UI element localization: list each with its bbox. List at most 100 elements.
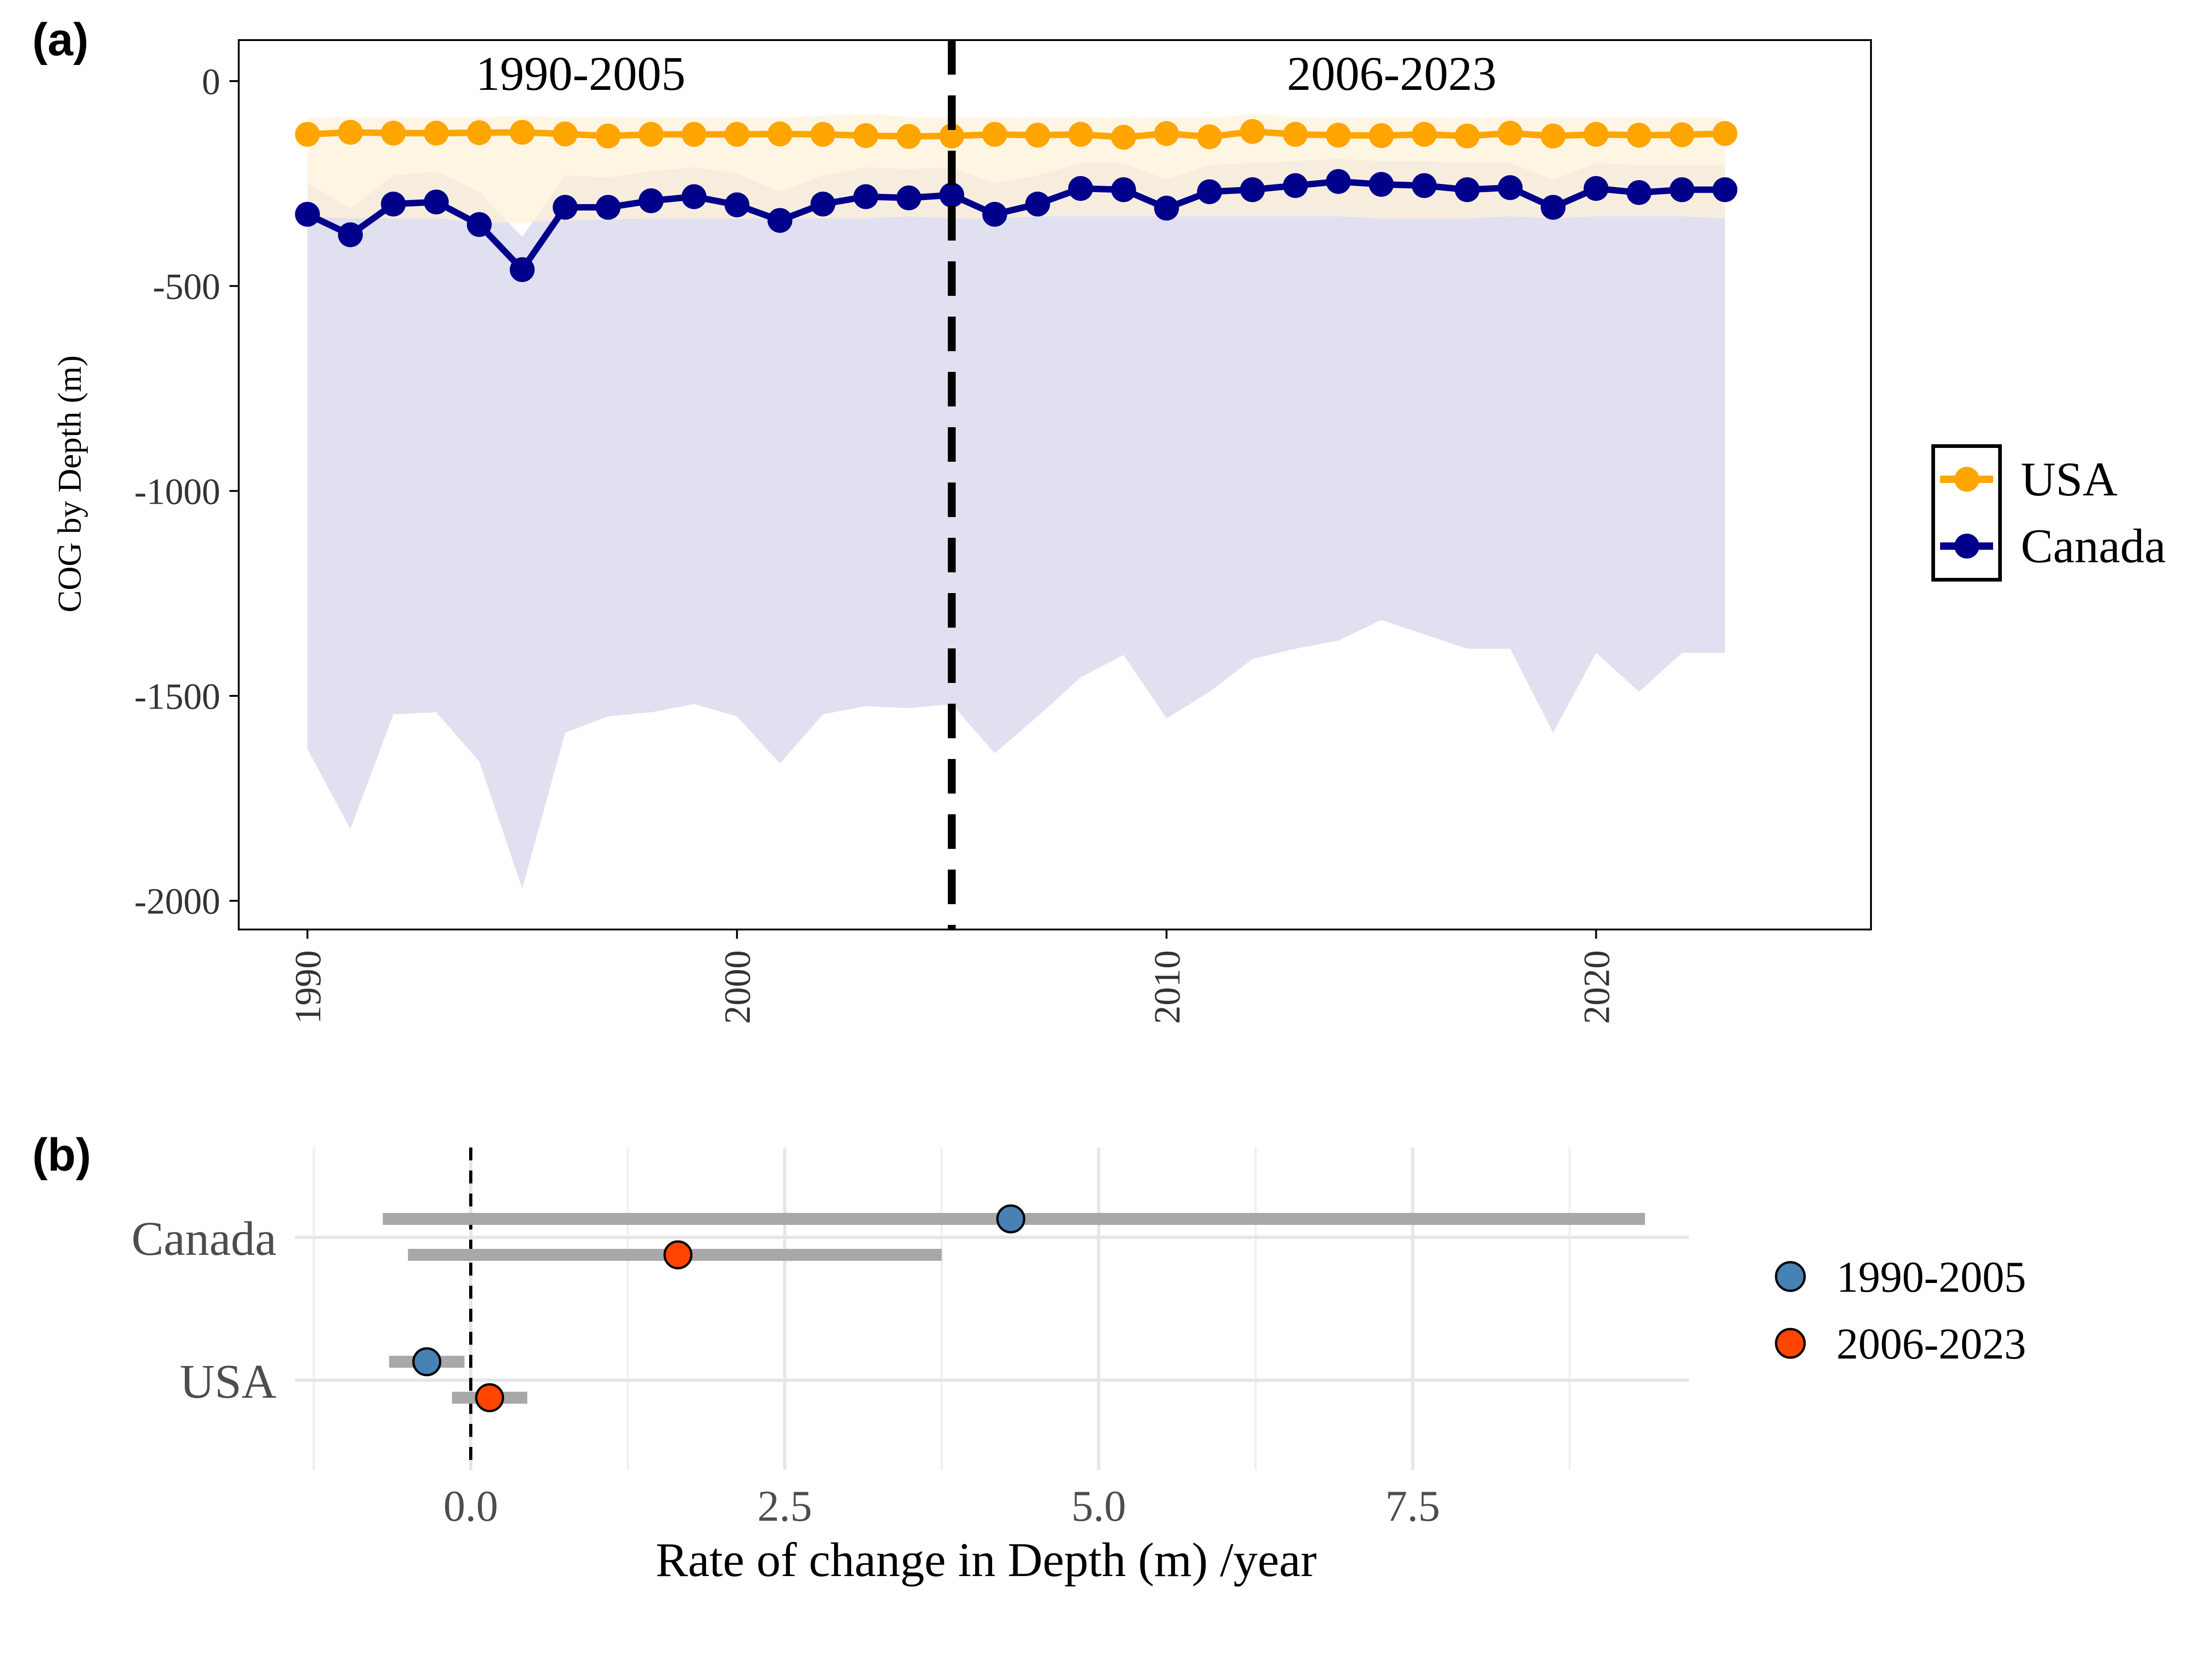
panel-b-tag: (b): [32, 1129, 91, 1181]
point-canada-2007: [1025, 191, 1050, 217]
point-canada-2012: [1240, 177, 1265, 202]
point-usa-2013: [1282, 122, 1308, 147]
b-y-tick-label: Canada: [131, 1212, 276, 1265]
point-canada-1997: [595, 194, 621, 220]
point-usa-1997: [595, 124, 621, 149]
point-canada-2018: [1498, 175, 1523, 200]
point-usa-1990-2005: [412, 1347, 441, 1377]
a-y-axis-label: COG by Depth (m): [51, 355, 88, 612]
a-x-tick-label: 2020: [1577, 950, 1617, 1024]
a-legend-box: [1931, 444, 2002, 582]
b-x-tick-label: 0.0: [443, 1482, 498, 1530]
point-usa-2009: [1111, 124, 1136, 150]
point-canada-2016: [1412, 173, 1437, 198]
point-usa-2021: [1626, 123, 1652, 148]
b-x-tick-label: 5.0: [1071, 1482, 1126, 1530]
point-canada-2010: [1154, 195, 1179, 221]
a-y-tick-label: -2000: [134, 882, 220, 922]
point-canada-1990-2005: [996, 1204, 1025, 1234]
band-canada: [307, 159, 1725, 889]
panel-b: (b) Canada USA 0.0 2.5 5.0 7.5 Rate of chang…: [32, 1129, 2026, 1587]
a-y-axis: 0 -500 -1000 -1500 -2000: [134, 62, 239, 922]
point-usa-2007: [1025, 123, 1050, 148]
point-canada-2017: [1454, 177, 1480, 202]
a-points: [295, 119, 1738, 282]
line-usa: [307, 128, 1725, 141]
b-x-axis: 0.0 2.5 5.0 7.5: [443, 1482, 1440, 1530]
point-usa-2012: [1240, 119, 1265, 144]
point-canada-1992: [381, 191, 406, 217]
point-usa-2018: [1498, 120, 1523, 146]
point-usa-2014: [1326, 123, 1351, 148]
a-lines: [306, 128, 1725, 273]
point-canada-1994: [466, 212, 492, 237]
a-y-tick-label: -1000: [134, 471, 220, 512]
a-bands: [307, 114, 1725, 889]
legend-canada-marker: [1954, 534, 1979, 559]
a-x-tick-label: 1990: [288, 950, 329, 1024]
point-canada-2019: [1541, 194, 1566, 220]
point-usa-2010: [1154, 121, 1179, 146]
point-usa-1998: [638, 122, 664, 147]
b-points: [412, 1204, 1025, 1412]
point-usa-1994: [466, 120, 492, 146]
point-canada-1991: [338, 222, 363, 247]
point-usa-2022: [1669, 122, 1694, 147]
point-usa-1991: [338, 120, 363, 145]
legend-2006-2023-label: 2006-2023: [1836, 1319, 2026, 1368]
point-usa-1995: [510, 120, 535, 145]
point-canada-2000: [724, 192, 750, 218]
point-usa-2023: [1712, 121, 1738, 146]
point-canada-2020: [1583, 176, 1609, 201]
point-usa-2011: [1197, 124, 1222, 149]
point-canada-2011: [1197, 179, 1222, 205]
b-x-tick-label: 2.5: [757, 1482, 812, 1530]
point-usa-2008: [1068, 122, 1093, 147]
point-canada-2023: [1712, 177, 1738, 202]
b-x-tick-label: 7.5: [1385, 1482, 1440, 1530]
period-label-1990-2005: 1990-2005: [476, 47, 686, 100]
a-x-tick-label: 2000: [718, 950, 758, 1024]
point-usa-2016: [1412, 122, 1437, 147]
point-canada-2022: [1669, 177, 1694, 202]
line-canada: [306, 178, 1725, 273]
point-canada-2021: [1626, 180, 1652, 205]
point-canada-2008: [1068, 176, 1093, 201]
point-usa-1990: [295, 122, 320, 147]
b-y-tick-label: USA: [180, 1354, 276, 1408]
point-canada-2005: [939, 182, 965, 208]
legend-usa-label: USA: [2021, 452, 2118, 506]
panel-a: (a) 1990-2005 2006-2023 0 -500 -1000 -1500 -…: [32, 14, 2166, 1024]
point-canada-2001: [767, 208, 793, 233]
point-usa-2017: [1454, 124, 1480, 149]
legend-1990-2005-label: 1990-2005: [1836, 1253, 2026, 1301]
point-usa-2001: [767, 121, 793, 147]
point-canada-2003: [853, 184, 878, 209]
panel-a-tag: (a): [32, 14, 88, 65]
point-canada-2006-2023: [663, 1240, 693, 1270]
point-usa-1999: [682, 122, 707, 147]
point-canada-2009: [1111, 177, 1136, 202]
legend-canada-label: Canada: [2021, 519, 2166, 573]
point-canada-1996: [553, 194, 578, 220]
point-canada-2015: [1369, 172, 1394, 197]
a-y-tick-label: -1500: [134, 677, 220, 717]
b-error-bars: [382, 1213, 1645, 1404]
point-canada-1995: [510, 257, 535, 282]
b-legend: 1990-2005 2006-2023: [1775, 1253, 2026, 1368]
point-usa-2020: [1583, 122, 1609, 147]
point-canada-2014: [1326, 169, 1351, 194]
point-usa-2002: [810, 122, 835, 147]
legend-usa-marker: [1954, 467, 1979, 492]
b-x-axis-label: Rate of change in Depth (m) /year: [656, 1533, 1317, 1587]
b-y-axis: Canada USA: [131, 1212, 276, 1408]
point-usa-2005: [939, 124, 965, 149]
point-usa-2004: [896, 124, 922, 149]
point-canada-2002: [810, 191, 835, 217]
point-canada-1999: [682, 184, 707, 209]
point-canada-1998: [638, 188, 664, 213]
point-usa-2006: [982, 122, 1007, 147]
panel-a-border: [238, 39, 1872, 930]
point-usa-2015: [1369, 123, 1394, 148]
point-canada-1990: [295, 201, 320, 227]
